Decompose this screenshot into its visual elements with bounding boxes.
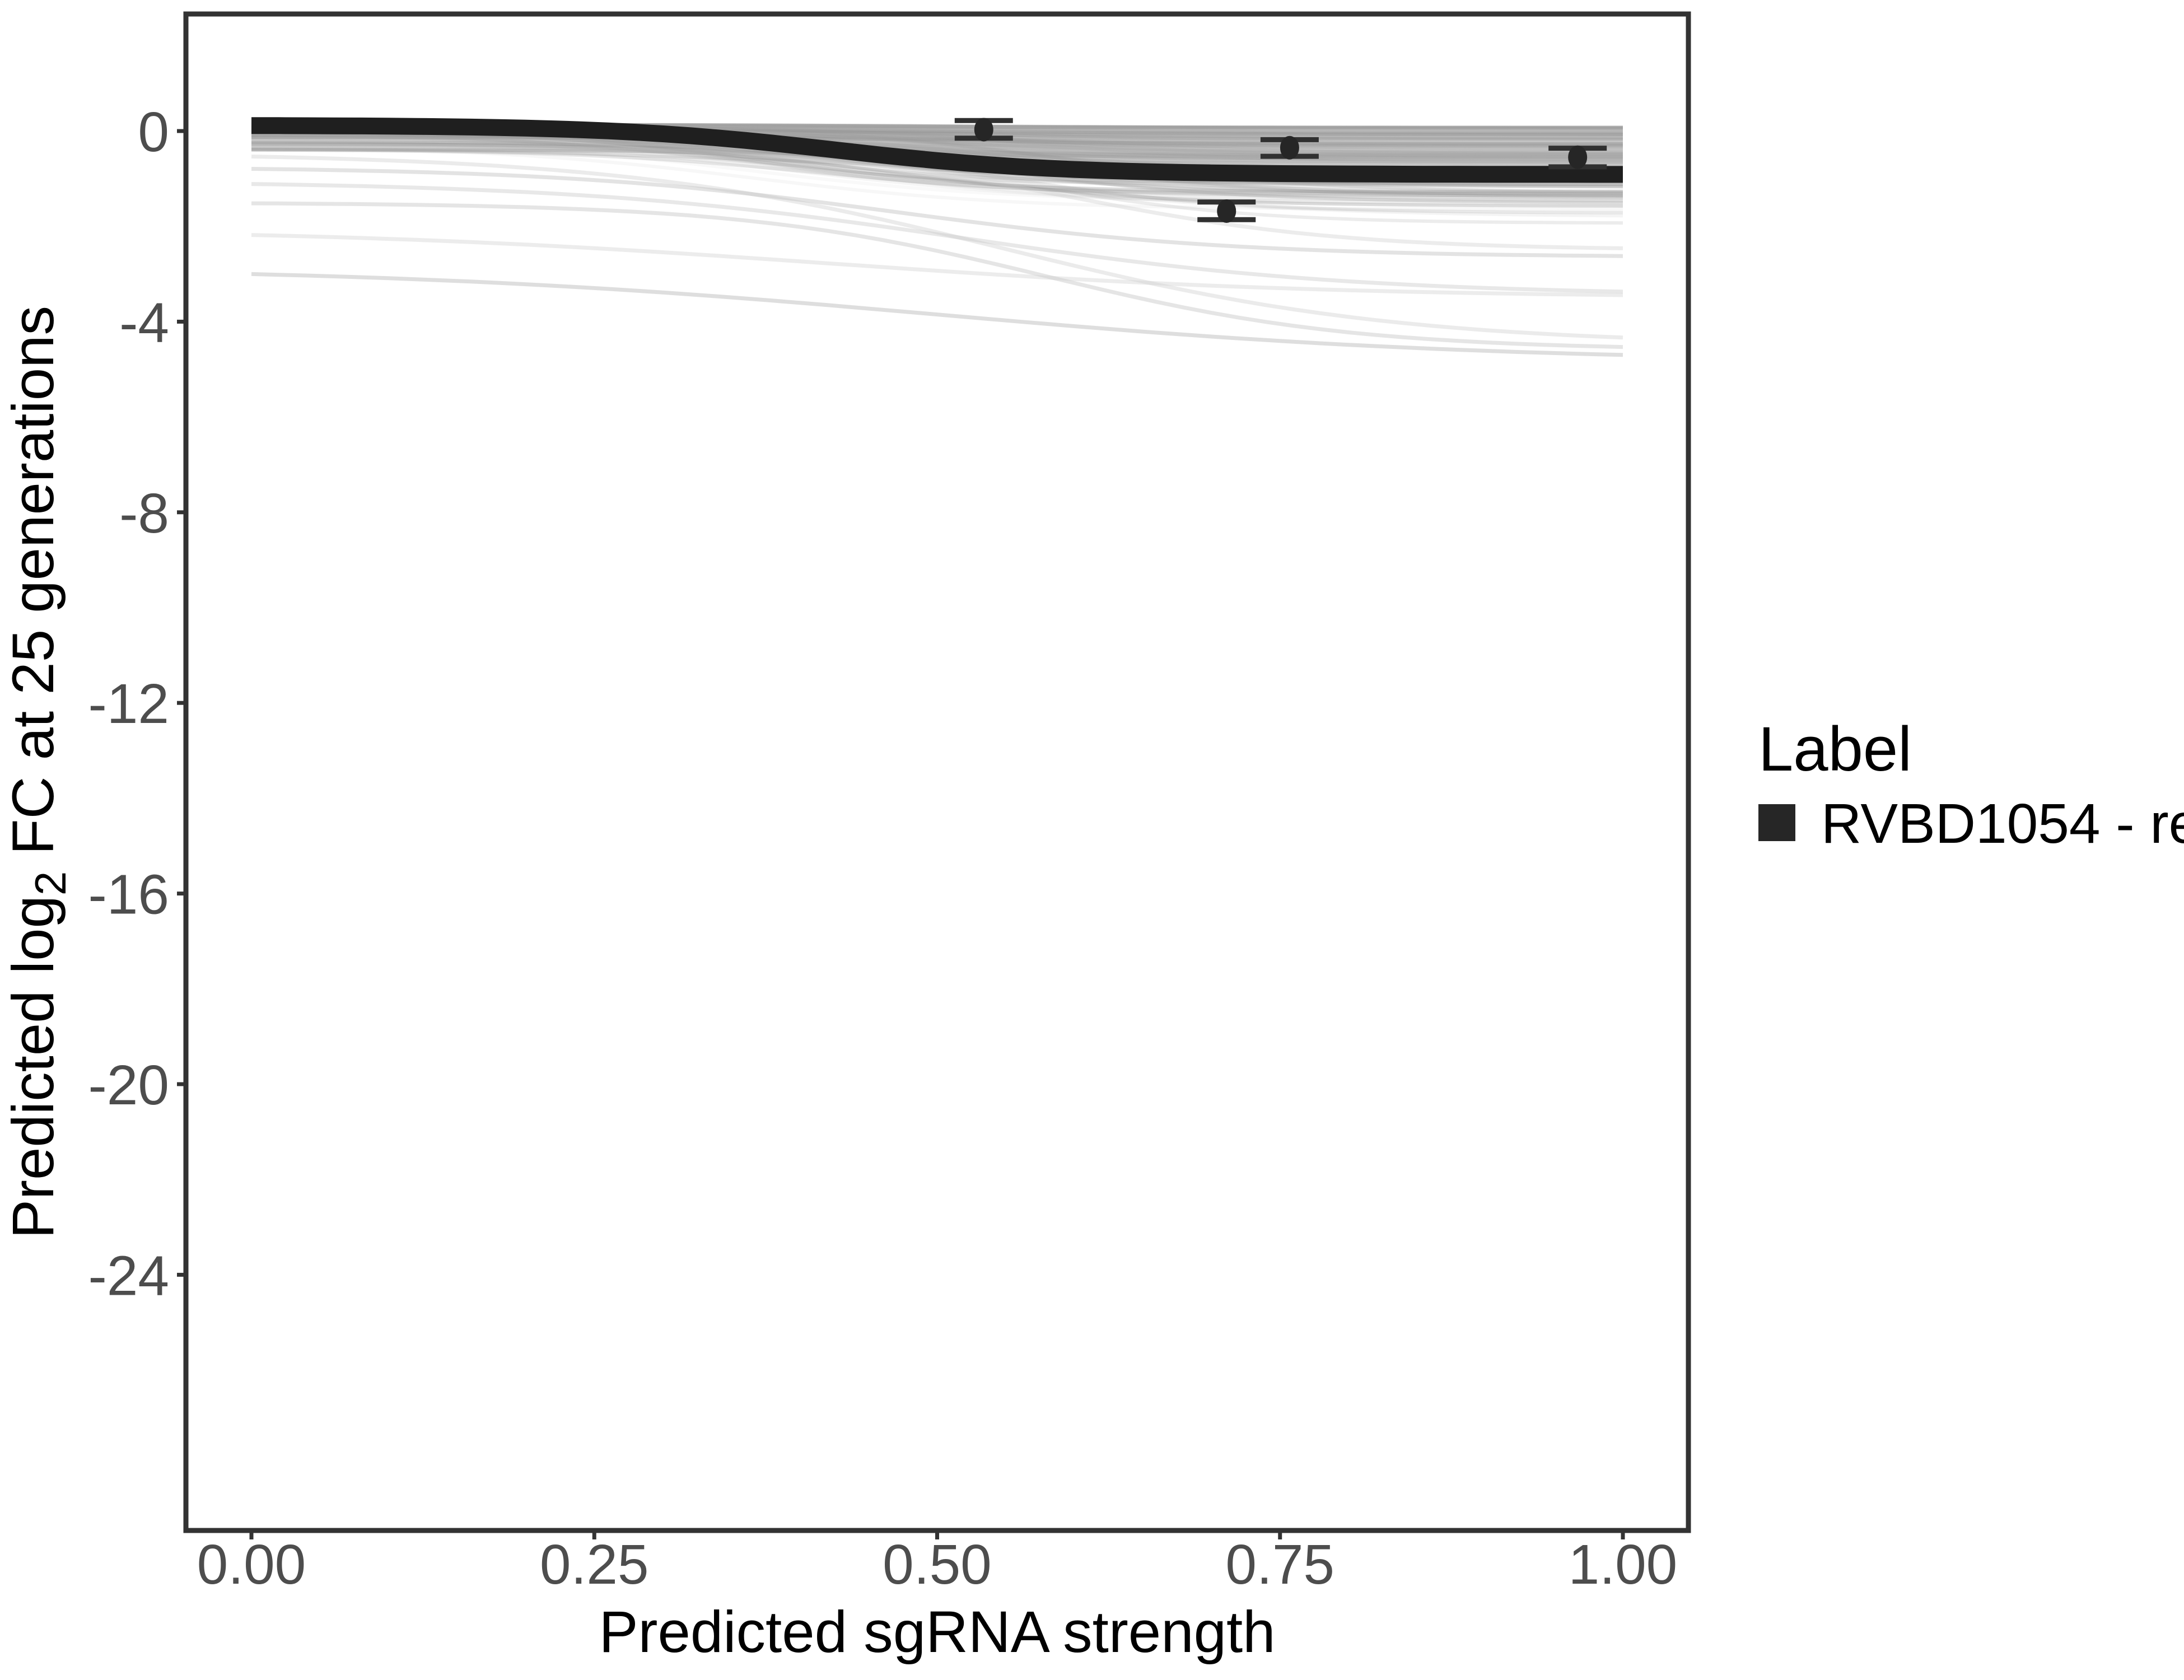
prediction-line xyxy=(251,147,1623,218)
x-axis-tick-label: 0.75 xyxy=(1225,1533,1334,1596)
outlier-prediction-line xyxy=(251,201,1623,349)
prediction-line xyxy=(251,142,1623,153)
prediction-line xyxy=(251,136,1623,164)
outlier-prediction-line xyxy=(251,155,1623,340)
prediction-line xyxy=(251,141,1623,208)
prediction-line xyxy=(251,144,1623,151)
y-axis-tick-label: -16 xyxy=(88,864,169,926)
observed-point xyxy=(974,118,993,142)
x-axis-tick-label: 0.00 xyxy=(197,1533,306,1596)
legend-item-label: RVBD1054 - ref xyxy=(1821,792,2184,855)
outlier-prediction-line xyxy=(251,233,1623,297)
prediction-line xyxy=(251,138,1623,204)
x-axis-title: Predicted sgRNA strength xyxy=(599,1599,1275,1665)
y-axis-tick-label: -24 xyxy=(88,1244,169,1307)
prediction-line xyxy=(251,148,1623,198)
prediction-line xyxy=(251,135,1623,142)
x-axis-tick-label: 1.00 xyxy=(1569,1533,1678,1596)
reference-line xyxy=(251,117,1623,183)
outlier-prediction-line xyxy=(251,143,1623,250)
x-axis-tick-label: 0.25 xyxy=(540,1533,649,1596)
prediction-line xyxy=(251,142,1623,157)
y-axis-title: Predicted log2 FC at 25 generations xyxy=(1,306,75,1239)
prediction-line xyxy=(251,133,1623,186)
observed-point xyxy=(1568,145,1588,169)
prediction-line xyxy=(251,146,1623,211)
legend-title: Label xyxy=(1758,714,1912,784)
y-axis-tick-label: -12 xyxy=(88,673,169,735)
prediction-line xyxy=(251,136,1623,157)
prediction-line xyxy=(251,136,1623,147)
prediction-line xyxy=(251,134,1623,147)
observed-point xyxy=(1280,136,1299,160)
prediction-line xyxy=(251,132,1623,207)
outlier-prediction-line xyxy=(251,167,1623,258)
prediction-line xyxy=(251,139,1623,157)
prediction-line xyxy=(251,131,1623,194)
prediction-line xyxy=(251,130,1623,200)
outlier-prediction-line xyxy=(251,272,1623,357)
prediction-line xyxy=(251,141,1623,157)
prediction-line xyxy=(251,141,1623,148)
y-axis-tick-label: 0 xyxy=(138,101,169,164)
x-axis-tick-label: 0.50 xyxy=(883,1533,992,1596)
prediction-line xyxy=(251,138,1623,146)
prediction-line xyxy=(251,147,1623,156)
outlier-prediction-line xyxy=(251,182,1623,294)
prediction-line xyxy=(251,148,1623,225)
legend-key-swatch xyxy=(1758,804,1795,841)
y-axis-tick-label: -8 xyxy=(119,482,169,545)
prediction-line xyxy=(251,142,1623,202)
y-axis-tick-label: -20 xyxy=(88,1054,169,1117)
observed-point xyxy=(1217,199,1236,223)
y-axis-tick-label: -4 xyxy=(119,291,169,354)
prediction-line xyxy=(251,136,1623,143)
prediction-line xyxy=(251,135,1623,149)
